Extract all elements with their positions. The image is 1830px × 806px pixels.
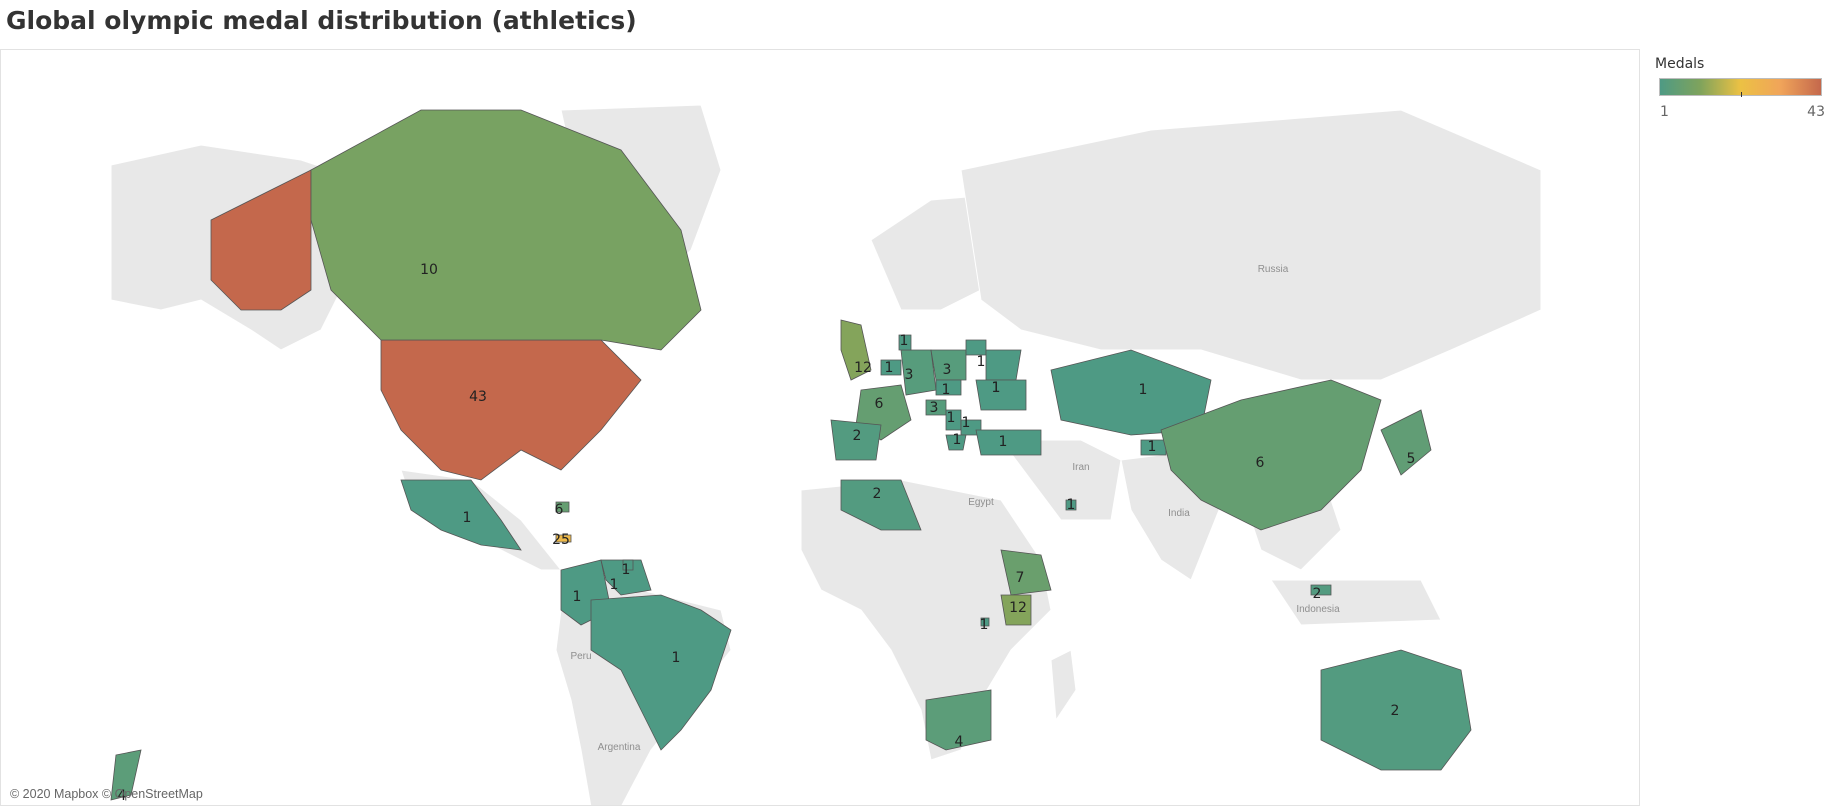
label-japan: 5 xyxy=(1407,451,1416,467)
country-greece[interactable] xyxy=(945,434,967,451)
country-poland[interactable] xyxy=(930,349,967,381)
label-belarus: 1 xyxy=(992,380,1001,396)
place-label-india: India xyxy=(1168,508,1190,519)
country-belgium[interactable] xyxy=(880,359,902,376)
land-madagascar xyxy=(1050,649,1077,722)
label-south-africa: 4 xyxy=(955,734,964,750)
label-france: 6 xyxy=(875,396,884,412)
label-mexico: 1 xyxy=(463,510,472,526)
country-indonesia[interactable] xyxy=(1310,584,1332,596)
country-venezuela[interactable] xyxy=(600,559,652,596)
country-algeria[interactable] xyxy=(840,479,922,531)
page-title: Global olympic medal distribution (athle… xyxy=(6,6,637,35)
country-ukraine[interactable] xyxy=(975,379,1027,411)
place-label-egypt: Egypt xyxy=(968,497,994,508)
label-germany: 3 xyxy=(905,367,914,383)
land-middle-east xyxy=(1000,439,1122,521)
label-algeria: 2 xyxy=(873,486,882,502)
country-qatar[interactable] xyxy=(1065,499,1077,511)
label-usa: 43 xyxy=(469,389,487,405)
legend-title: Medals xyxy=(1655,56,1705,72)
label-brazil: 1 xyxy=(672,650,681,666)
legend-min-label: 1 xyxy=(1660,104,1669,120)
label-poland: 3 xyxy=(943,362,952,378)
label-tajikistan: 1 xyxy=(1148,439,1157,455)
place-label-iran: Iran xyxy=(1072,462,1089,473)
country-czech-republic[interactable] xyxy=(935,379,962,396)
country-spain[interactable] xyxy=(830,419,882,461)
label-great-britain: 12 xyxy=(854,360,872,376)
label-serbia: 1 xyxy=(947,410,956,426)
country-brazil[interactable] xyxy=(590,594,732,751)
label-czech-republic: 1 xyxy=(942,382,951,398)
land-eurasia-north xyxy=(960,109,1542,381)
label-qatar: 1 xyxy=(1067,497,1076,513)
country-kenya[interactable] xyxy=(1000,594,1032,626)
country-new-zealand[interactable] xyxy=(110,749,142,801)
map-view[interactable]: Russia Iran Egypt India Indonesia Peru Argenti… xyxy=(0,49,1640,806)
label-burundi: 1 xyxy=(980,617,989,633)
country-belarus[interactable] xyxy=(985,349,1022,381)
legend-max-label: 43 xyxy=(1807,104,1825,120)
label-kenya: 12 xyxy=(1009,600,1027,616)
country-tajikistan[interactable] xyxy=(1140,439,1167,456)
country-mexico[interactable] xyxy=(400,479,522,551)
label-ukraine: 1 xyxy=(992,380,1001,396)
legend-gradient-bar xyxy=(1659,78,1822,96)
place-label-argentina: Argentina xyxy=(598,742,641,753)
land-indonesia xyxy=(1270,579,1442,626)
country-great-britain[interactable] xyxy=(840,319,872,381)
legend-tick xyxy=(1741,92,1742,97)
country-south-africa[interactable] xyxy=(925,689,992,751)
label-croatia: 3 xyxy=(930,400,939,416)
place-label-indonesia: Indonesia xyxy=(1296,604,1340,615)
label-kazakhstan: 1 xyxy=(1139,382,1148,398)
country-lithuania[interactable] xyxy=(965,339,987,356)
country-ethiopia[interactable] xyxy=(1000,549,1052,596)
label-belgium: 1 xyxy=(885,360,894,376)
country-jamaica[interactable] xyxy=(555,534,572,543)
label-australia: 2 xyxy=(1391,703,1400,719)
place-label-peru: Peru xyxy=(570,651,591,662)
label-denmark: 1 xyxy=(900,333,909,349)
label-jamaica: 25 xyxy=(552,532,570,548)
map-attribution[interactable]: © 2020 Mapbox © OpenStreetMap xyxy=(10,787,203,801)
country-usa[interactable] xyxy=(380,339,642,481)
country-bahamas[interactable] xyxy=(555,501,570,513)
country-japan[interactable] xyxy=(1380,409,1432,476)
country-denmark[interactable] xyxy=(898,334,912,351)
country-turkey[interactable] xyxy=(975,429,1042,456)
country-burundi[interactable] xyxy=(980,617,990,627)
label-spain: 2 xyxy=(853,428,862,444)
label-new-zealand: 4 xyxy=(118,788,127,804)
place-label-russia: Russia xyxy=(1258,264,1289,275)
world-map[interactable]: Russia Iran Egypt India Indonesia Peru Argenti… xyxy=(1,50,1640,806)
country-shapes[interactable] xyxy=(110,109,1472,801)
label-indonesia: 2 xyxy=(1313,586,1322,602)
label-china: 6 xyxy=(1256,455,1265,471)
label-lithuania: 1 xyxy=(977,354,986,370)
country-trinidad-and-tobago[interactable] xyxy=(622,559,634,571)
label-colombia: 1 xyxy=(573,589,582,605)
label-bulgaria: 1 xyxy=(962,415,971,431)
label-greece: 1 xyxy=(953,432,962,448)
label-turkey: 1 xyxy=(999,434,1008,450)
place-labels: Russia Iran Egypt India Indonesia Peru Argenti… xyxy=(570,264,1340,753)
label-ethiopia: 7 xyxy=(1016,570,1025,586)
land-africa xyxy=(800,479,1052,761)
label-trinidad-and-tobago: 1 xyxy=(622,562,631,578)
country-australia[interactable] xyxy=(1320,649,1472,771)
label-venezuela: 1 xyxy=(610,577,619,593)
country-china[interactable] xyxy=(1160,379,1382,531)
label-canada: 10 xyxy=(420,262,438,278)
country-canada[interactable] xyxy=(310,109,702,351)
color-legend: Medals 1 43 xyxy=(1655,56,1825,120)
label-bahamas: 6 xyxy=(555,502,564,518)
